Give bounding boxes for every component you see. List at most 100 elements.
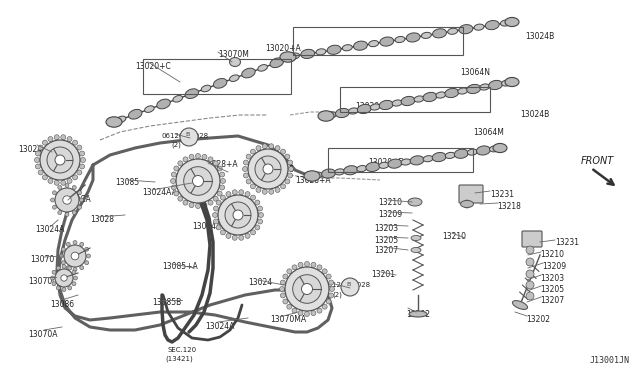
Text: 13020+C: 13020+C (135, 62, 171, 71)
Circle shape (61, 180, 66, 185)
Text: 13210: 13210 (378, 198, 402, 207)
Circle shape (255, 225, 260, 230)
Ellipse shape (445, 89, 459, 97)
Circle shape (246, 154, 251, 159)
Circle shape (178, 196, 183, 201)
Circle shape (262, 144, 268, 149)
Circle shape (311, 311, 316, 316)
Text: J13001JN: J13001JN (590, 356, 630, 365)
Circle shape (38, 145, 43, 150)
Circle shape (79, 198, 83, 202)
Circle shape (269, 144, 274, 149)
Ellipse shape (312, 172, 323, 178)
Ellipse shape (432, 153, 446, 161)
Text: 13209: 13209 (542, 262, 566, 271)
Ellipse shape (290, 53, 300, 59)
Circle shape (232, 235, 237, 240)
Ellipse shape (448, 28, 458, 34)
Bar (293, 27, 463, 55)
Ellipse shape (335, 108, 349, 118)
Ellipse shape (344, 166, 358, 175)
Text: FRONT: FRONT (581, 156, 614, 166)
Circle shape (184, 167, 212, 195)
Text: 13024A: 13024A (205, 322, 234, 331)
Circle shape (329, 293, 333, 298)
Text: 13203: 13203 (374, 224, 398, 233)
Text: 13025: 13025 (270, 165, 294, 174)
Ellipse shape (380, 100, 393, 110)
Ellipse shape (357, 105, 371, 113)
Circle shape (526, 292, 534, 300)
Circle shape (170, 179, 175, 183)
Circle shape (269, 189, 274, 194)
Circle shape (322, 269, 327, 274)
Ellipse shape (230, 58, 241, 67)
Text: 06120-64028: 06120-64028 (323, 282, 370, 288)
Ellipse shape (461, 201, 474, 208)
Text: 13085+A: 13085+A (162, 262, 198, 271)
Circle shape (239, 190, 244, 195)
Ellipse shape (270, 58, 284, 68)
Circle shape (220, 185, 225, 190)
Circle shape (183, 157, 188, 162)
Ellipse shape (379, 162, 389, 169)
Circle shape (58, 186, 61, 189)
Circle shape (189, 154, 194, 159)
Bar (328, 148, 473, 172)
Circle shape (77, 170, 82, 175)
Text: 13064N: 13064N (460, 68, 490, 77)
Text: B: B (346, 282, 350, 287)
Circle shape (195, 203, 200, 208)
Ellipse shape (242, 68, 255, 78)
Ellipse shape (353, 41, 367, 50)
Ellipse shape (335, 169, 344, 175)
Text: 13070CA: 13070CA (56, 195, 91, 204)
Ellipse shape (408, 198, 422, 206)
Circle shape (250, 184, 255, 189)
Circle shape (48, 137, 53, 142)
Ellipse shape (454, 149, 468, 158)
Ellipse shape (485, 20, 499, 30)
Circle shape (287, 304, 292, 309)
Bar (143, 59, 291, 94)
Text: 13020+B: 13020+B (355, 102, 390, 111)
Circle shape (526, 258, 534, 266)
Circle shape (280, 184, 285, 189)
Ellipse shape (411, 247, 421, 253)
Circle shape (60, 254, 63, 258)
Circle shape (326, 299, 331, 304)
Ellipse shape (410, 156, 424, 165)
Ellipse shape (230, 75, 239, 81)
Circle shape (84, 261, 89, 265)
Circle shape (317, 265, 322, 270)
Circle shape (248, 149, 288, 189)
Ellipse shape (116, 116, 126, 123)
Text: 13070M: 13070M (218, 50, 249, 59)
Circle shape (72, 270, 76, 274)
Ellipse shape (157, 99, 170, 109)
Circle shape (225, 202, 251, 228)
Circle shape (280, 293, 285, 298)
Circle shape (226, 233, 231, 238)
Text: 13207: 13207 (374, 246, 398, 255)
Circle shape (71, 252, 79, 260)
Circle shape (275, 145, 280, 151)
Ellipse shape (213, 78, 227, 88)
Circle shape (217, 191, 222, 196)
Text: 13205: 13205 (540, 285, 564, 294)
Circle shape (55, 155, 65, 165)
Ellipse shape (286, 54, 296, 61)
Ellipse shape (380, 37, 394, 46)
Circle shape (280, 280, 285, 285)
Circle shape (180, 128, 198, 146)
Text: 13209: 13209 (378, 210, 402, 219)
Ellipse shape (392, 100, 402, 106)
Circle shape (245, 233, 250, 238)
Text: 13205: 13205 (374, 236, 398, 245)
Circle shape (220, 172, 225, 177)
Circle shape (463, 200, 471, 208)
Circle shape (47, 147, 73, 173)
Circle shape (341, 278, 359, 296)
Circle shape (330, 286, 335, 292)
Circle shape (72, 140, 77, 145)
